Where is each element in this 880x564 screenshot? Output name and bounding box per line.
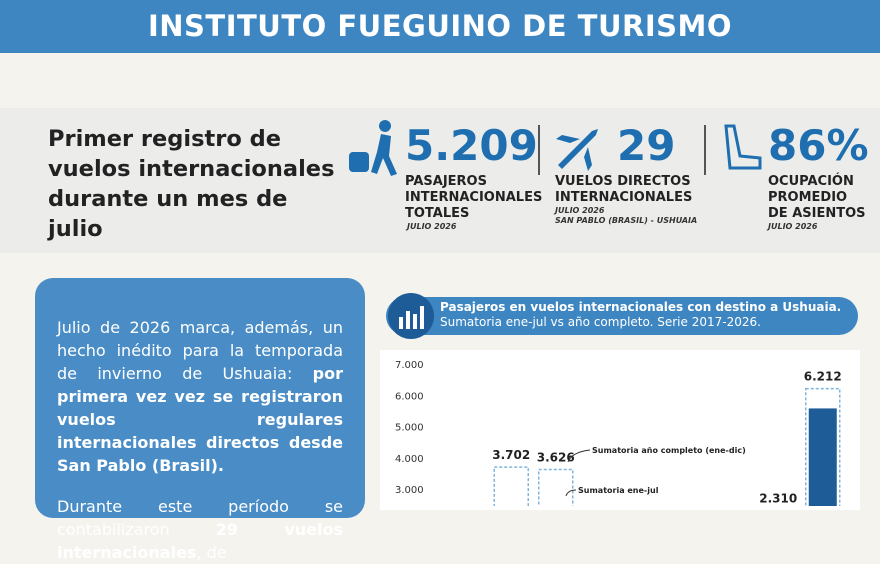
stat-note: JULIO 2026: [407, 222, 457, 231]
y-tick-label: 3.000: [395, 485, 424, 496]
stat-label: INTERNACIONALES: [555, 190, 693, 205]
stat-label: INTERNACIONALES: [405, 190, 543, 205]
stat-note: JULIO 2026: [555, 206, 605, 215]
stat-label: OCUPACIÓN: [768, 174, 854, 189]
chart-header: Pasajeros en vuelos internacionales con …: [386, 297, 858, 335]
chart-subtitle: Sumatoria ene-jul vs año completo. Serie…: [440, 315, 761, 329]
chart-title: Pasajeros en vuelos internacionales con …: [440, 300, 842, 314]
y-tick-label: 6.000: [395, 391, 424, 402]
chart-icon: [388, 293, 434, 339]
stat-label: VUELOS DIRECTOS: [555, 174, 691, 189]
stat: 86% OCUPACIÓN PROMEDIO DE ASIENTOS JULIO…: [768, 118, 869, 232]
chart-area: [380, 350, 860, 510]
seat-icon: [724, 124, 762, 170]
text: , de: [196, 543, 227, 562]
bar: [493, 466, 529, 506]
y-tick-label: 7.000: [395, 360, 424, 371]
annotation-arrow: [565, 489, 577, 497]
stat-value: 5.209: [405, 121, 538, 170]
plane-icon: [556, 129, 598, 171]
bar: [538, 468, 574, 506]
stat-value: 29: [617, 121, 676, 170]
stat-label: PASAJEROS: [405, 174, 487, 189]
headline-line: durante un mes de: [48, 186, 288, 212]
text: Julio de 2026 marca, además, un hecho in…: [57, 318, 343, 383]
stat: 29 VUELOS DIRECTOS INTERNACIONALES JULIO…: [555, 118, 697, 226]
stat-note: JULIO 2026: [768, 222, 818, 231]
stat-label: PROMEDIO: [768, 190, 848, 205]
stat-note: SAN PABLO (BRASIL) - USHUAIA: [555, 216, 698, 225]
y-tick-label: 5.000: [395, 423, 424, 434]
stats-band: [0, 108, 880, 253]
value-label: 3.626: [537, 451, 575, 465]
paragraph: Julio de 2026 marca, además, un hecho in…: [57, 316, 343, 477]
value-label: 3.702: [492, 448, 530, 462]
stat: 5.209 PASAJEROS INTERNACIONALES TOTALES …: [405, 118, 542, 232]
separator: [704, 125, 706, 175]
stat-label: TOTALES: [405, 206, 470, 221]
headline: Primer registro de vuelos internacionale…: [48, 124, 334, 244]
traveler-icon: [349, 120, 397, 176]
annotation-arrow: [567, 449, 591, 463]
headline-line: vuelos internacionales: [48, 156, 335, 182]
headline-line: Primer registro de: [48, 126, 282, 152]
value-label: 6.212: [804, 370, 842, 384]
y-tick-label: 4.000: [395, 454, 424, 465]
headline-line: julio: [48, 216, 103, 242]
annotation: Sumatoria año completo (ene-dic): [592, 446, 746, 455]
separator: [538, 125, 540, 175]
annotation: Sumatoria ene-jul: [578, 486, 659, 495]
chart: 3.000 4.000 5.000 6.000 7.000 3.702 3.626 2.310…: [395, 360, 842, 506]
bold-text: por primera vez vez se registraron vuelo…: [57, 364, 343, 475]
header-title: INSTITUTO FUEGUINO DE TURISMO: [0, 0, 880, 53]
stat-label: DE ASIENTOS: [768, 206, 866, 221]
value-label: 2.310: [759, 492, 797, 506]
bar: [808, 408, 837, 506]
stat-value: 86%: [768, 121, 869, 170]
